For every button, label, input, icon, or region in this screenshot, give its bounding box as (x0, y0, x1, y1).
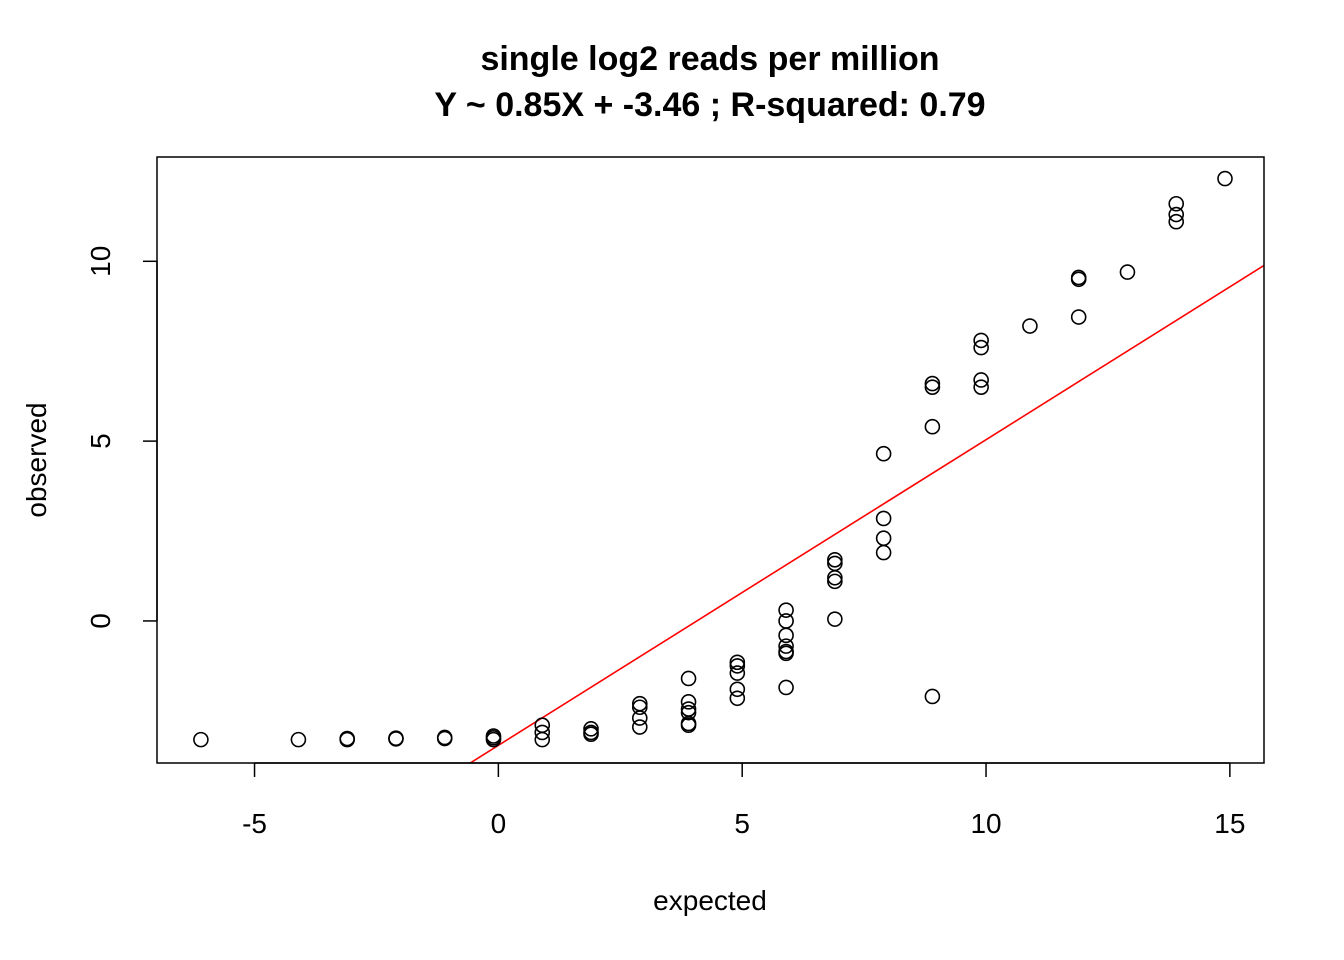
y-tick-label: 5 (85, 433, 116, 449)
data-point (680, 670, 697, 687)
data-point (1022, 318, 1038, 334)
data-point (875, 530, 892, 547)
data-point (388, 730, 404, 746)
data-points (193, 170, 1233, 748)
data-point (1119, 264, 1136, 280)
data-point (827, 569, 843, 586)
data-point (1168, 206, 1185, 223)
data-point (827, 611, 843, 627)
x-axis: -5 0 5 10 15 (242, 762, 1245, 839)
data-point (631, 699, 648, 716)
data-point (924, 375, 941, 392)
data-point (193, 731, 209, 748)
data-point (436, 729, 453, 746)
data-point (875, 445, 892, 462)
data-point (729, 665, 746, 681)
data-point (729, 654, 746, 671)
data-point (1168, 195, 1185, 212)
data-point (339, 730, 355, 747)
data-point (583, 721, 599, 737)
data-point (778, 613, 794, 629)
data-point (778, 645, 794, 662)
x-tick-label: 5 (734, 808, 750, 839)
data-point (729, 681, 746, 698)
data-point (485, 728, 502, 744)
data-point (631, 695, 648, 712)
data-point (534, 731, 551, 748)
data-point (924, 688, 941, 705)
y-axis: 0 5 10 (85, 246, 158, 629)
regression-line (468, 264, 1264, 763)
data-point (534, 724, 551, 741)
data-point (631, 710, 648, 726)
data-point (827, 552, 843, 568)
x-axis-label: expected (653, 885, 767, 916)
data-point (778, 638, 794, 654)
data-point (973, 339, 989, 356)
y-tick-label: 0 (85, 613, 116, 629)
data-point (1070, 271, 1087, 288)
x-tick-label: -5 (242, 808, 267, 839)
data-point (778, 602, 794, 618)
data-point (729, 690, 746, 707)
data-point (1168, 213, 1185, 230)
data-point (631, 719, 648, 735)
data-point (924, 418, 941, 435)
data-point (778, 679, 794, 696)
x-tick-label: 15 (1214, 808, 1245, 839)
data-point (827, 555, 843, 572)
plot-frame (156, 156, 1265, 764)
data-point (680, 704, 697, 721)
chart-subtitle: Y ~ 0.85X + -3.46 ; R-squared: 0.79 (434, 86, 985, 124)
data-point (680, 717, 697, 734)
chart-title: single log2 reads per million (480, 40, 939, 78)
x-tick-label: 0 (491, 808, 507, 839)
data-point (973, 379, 989, 395)
data-point (973, 332, 989, 349)
data-point (778, 627, 794, 644)
y-axis-label: observed (21, 402, 52, 517)
data-point (875, 544, 892, 561)
data-point (973, 372, 989, 388)
data-point (875, 510, 892, 527)
data-point (680, 694, 697, 710)
data-point (1070, 309, 1087, 325)
data-point (827, 573, 843, 590)
data-point (1217, 170, 1233, 187)
y-tick-label: 10 (85, 246, 116, 277)
data-point (924, 379, 941, 395)
data-point (729, 658, 746, 674)
data-point (583, 726, 599, 743)
x-tick-label: 10 (970, 808, 1001, 839)
data-point (290, 731, 307, 748)
